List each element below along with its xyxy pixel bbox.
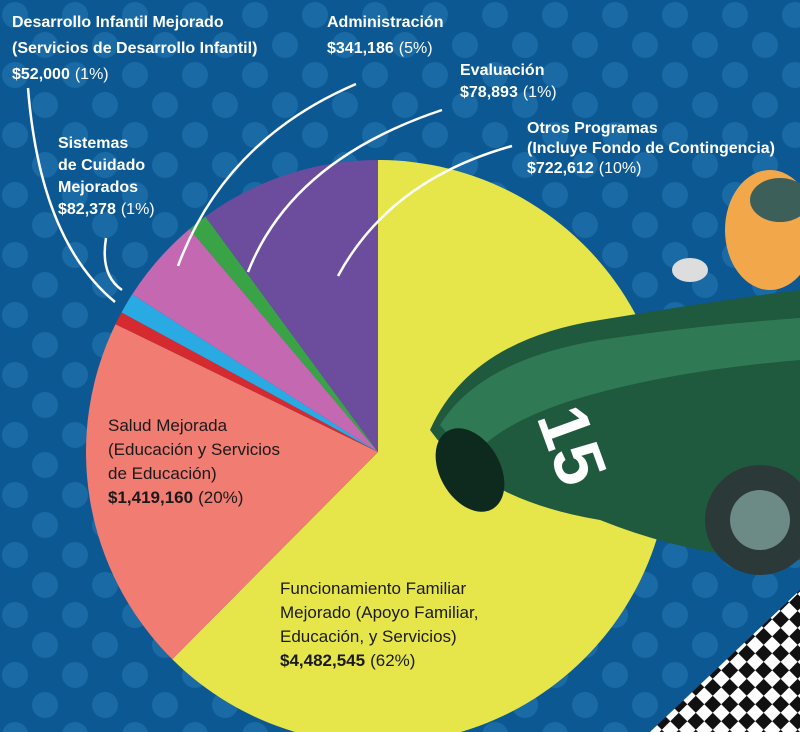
amount-label: $722,612 bbox=[527, 160, 594, 177]
slice-label: Sistemas bbox=[58, 135, 128, 152]
amount-label: $82,378 bbox=[58, 201, 116, 218]
percent-label: (62%) bbox=[370, 651, 415, 670]
slice-amount: $52,000 (1%) bbox=[12, 66, 109, 83]
slice-amount: $722,612 (10%) bbox=[527, 160, 641, 177]
amount-label: $341,186 bbox=[327, 40, 394, 57]
pie-slice bbox=[172, 160, 670, 732]
slice-label: Desarrollo Infantil Mejorado bbox=[12, 14, 224, 31]
slice-label: (Incluye Fondo de Contingencia) bbox=[527, 140, 775, 157]
slice-label: de Educación) bbox=[108, 464, 217, 483]
car-illustration: 15 bbox=[430, 170, 800, 732]
slice-label: Evaluación bbox=[460, 62, 544, 79]
pie-slice bbox=[86, 324, 379, 660]
percent-label: (1%) bbox=[121, 201, 155, 218]
pie-slice bbox=[115, 312, 378, 452]
slice-label: Administración bbox=[327, 14, 443, 31]
labels: Funcionamiento Familiar Mejorado (Apoyo F… bbox=[12, 14, 775, 670]
slice-amount: $82,378 (1%) bbox=[58, 201, 155, 218]
percent-label: (1%) bbox=[75, 66, 109, 83]
slice-amount: $4,482,545 (62%) bbox=[280, 651, 415, 670]
slice-label: Mejorado (Apoyo Familiar, bbox=[280, 603, 478, 622]
slice-amount: $78,893 (1%) bbox=[460, 84, 557, 101]
pie bbox=[86, 160, 670, 732]
amount-label: $4,482,545 bbox=[280, 651, 365, 670]
leader-lines bbox=[26, 82, 513, 303]
leader-line bbox=[26, 87, 116, 303]
leader-line bbox=[336, 144, 513, 277]
leader-line bbox=[103, 237, 123, 292]
percent-label: (20%) bbox=[198, 488, 243, 507]
amount-label: $78,893 bbox=[460, 84, 518, 101]
leader-line bbox=[176, 82, 357, 267]
amount-label: $1,419,160 bbox=[108, 488, 193, 507]
slice-label: Otros Programas bbox=[527, 120, 658, 137]
percent-label: (10%) bbox=[599, 160, 642, 177]
pie-slice bbox=[205, 160, 378, 452]
slice-amount: $341,186 (5%) bbox=[327, 40, 433, 57]
percent-label: (5%) bbox=[399, 40, 433, 57]
leader-line bbox=[246, 108, 443, 273]
slice-label: Salud Mejorada bbox=[108, 416, 228, 435]
pie-slice bbox=[132, 228, 378, 452]
slice-label: Educación, y Servicios) bbox=[280, 627, 457, 646]
slice-label: Funcionamiento Familiar bbox=[280, 579, 466, 598]
slice-label: de Cuidado bbox=[58, 157, 145, 174]
slice-label: (Servicios de Desarrollo Infantil) bbox=[12, 40, 257, 57]
slice-amount: $1,419,160 (20%) bbox=[108, 488, 243, 507]
slice-label: (Educación y Servicios bbox=[108, 440, 280, 459]
pie-slice bbox=[189, 216, 378, 452]
slice-label: Mejorados bbox=[58, 179, 138, 196]
pie-slice bbox=[121, 294, 378, 452]
amount-label: $52,000 bbox=[12, 66, 70, 83]
percent-label: (1%) bbox=[523, 84, 557, 101]
